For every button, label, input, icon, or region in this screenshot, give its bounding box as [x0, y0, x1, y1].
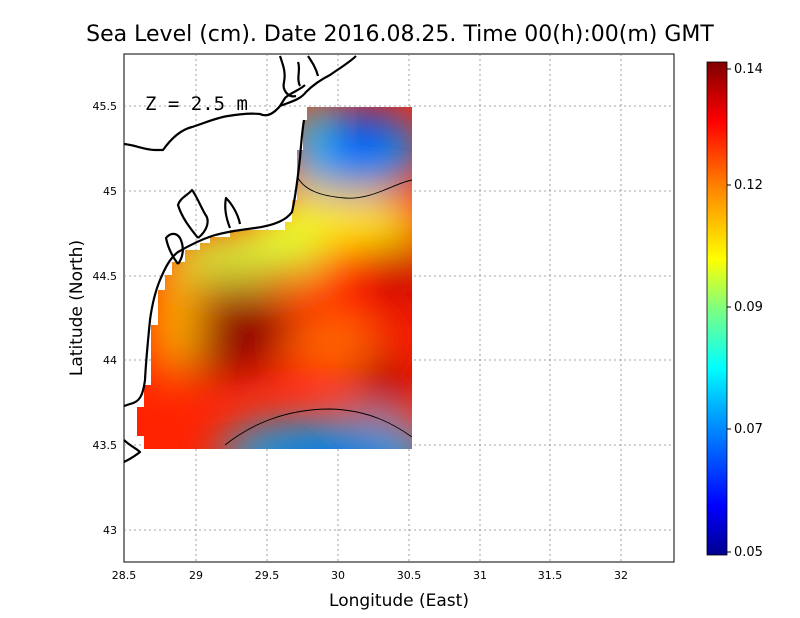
coastline-lagoon — [224, 196, 242, 229]
y-tick-label: 43 — [103, 524, 117, 537]
y-tick-label: 45.5 — [93, 100, 118, 113]
colorbar-tick-label: 0.05 — [734, 545, 763, 560]
x-tick-label: 30 — [331, 569, 345, 582]
colorbar-tick-label: 0.12 — [734, 178, 763, 193]
coastline-lake-1 — [176, 188, 209, 239]
depth-annotation: Z = 2.5 m — [145, 93, 248, 115]
chart-title: Sea Level (cm). Date 2016.08.25. Time 00… — [86, 22, 714, 47]
contour-north — [297, 177, 412, 199]
y-axis-title: Latitude (North) — [67, 240, 87, 376]
contour-south — [224, 408, 412, 446]
x-tick-label: 29.5 — [255, 569, 280, 582]
colorbar: 0.05 0.07 0.09 0.12 0.14 — [706, 61, 763, 560]
x-tick-label: 29 — [189, 569, 203, 582]
y-tick-label: 44.5 — [93, 270, 118, 283]
y-tick-label: 43.5 — [93, 439, 118, 452]
y-tick-label: 44 — [103, 354, 117, 367]
coastline-south-cape — [123, 439, 142, 463]
x-axis: 28.5 29 29.5 30 30.5 31 31.5 32 Longitud… — [112, 569, 628, 611]
colorbar-tick-label: 0.14 — [734, 62, 763, 77]
coastline-river-3 — [307, 55, 320, 77]
coastline-west-shore — [123, 119, 306, 408]
coastline-delta-north — [279, 55, 357, 108]
x-axis-title: Longitude (East) — [329, 591, 469, 611]
coastline — [123, 55, 357, 463]
x-tick-label: 30.5 — [397, 569, 422, 582]
y-tick-label: 45 — [103, 185, 117, 198]
x-tick-label: 28.5 — [112, 569, 137, 582]
y-axis: 43 43.5 44 44.5 45 45.5 Latitude (North) — [67, 100, 117, 537]
colorbar-scale — [706, 61, 728, 556]
x-tick-label: 31.5 — [538, 569, 563, 582]
x-tick-label: 32 — [614, 569, 628, 582]
coastline-lake-2 — [164, 232, 184, 265]
x-tick-label: 31 — [473, 569, 487, 582]
colorbar-tick-label: 0.09 — [734, 300, 763, 315]
colorbar-tick-label: 0.07 — [734, 422, 763, 437]
coastline-river-2 — [296, 61, 302, 87]
coastline-river-1 — [278, 55, 297, 98]
coastline-north-shore — [123, 84, 306, 152]
